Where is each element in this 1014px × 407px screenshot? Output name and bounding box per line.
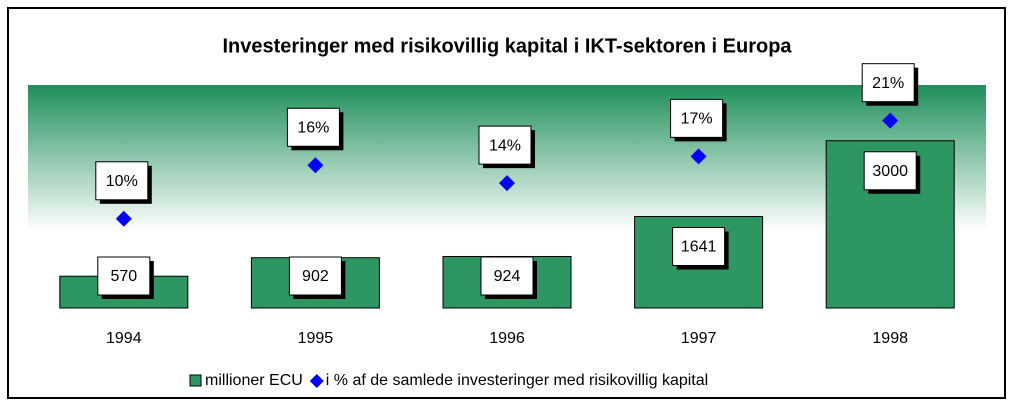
x-tick-label: 1997 — [681, 330, 717, 347]
data-label: 16% — [297, 119, 329, 136]
data-label: 14% — [489, 137, 521, 154]
label-box — [670, 98, 724, 138]
data-label: 1641 — [681, 239, 717, 256]
data-label: 924 — [494, 268, 521, 285]
label-box — [863, 151, 917, 191]
data-label: 902 — [302, 268, 329, 285]
x-tick-label: 1998 — [872, 330, 908, 347]
legend-swatch — [309, 374, 324, 388]
legend-label: millioner ECU — [205, 372, 303, 389]
marker — [307, 157, 324, 174]
label-box — [95, 161, 149, 201]
label-box — [288, 256, 342, 296]
x-tick-label: 1994 — [106, 330, 142, 347]
data-label: 17% — [681, 111, 713, 128]
label-box — [672, 227, 726, 267]
legend-swatch — [189, 374, 202, 387]
chart-title: Investeringer med risikovillig kapital i… — [222, 35, 792, 57]
data-label: 21% — [872, 75, 904, 92]
marker — [499, 175, 515, 192]
label-box — [478, 125, 532, 165]
marker — [690, 148, 707, 165]
data-label: 570 — [110, 268, 137, 285]
label-box — [286, 107, 340, 147]
label-box — [861, 63, 915, 103]
marker — [115, 210, 132, 227]
data-label: 10% — [106, 173, 138, 190]
legend-label: i % af de samlede investeringer med risi… — [326, 372, 708, 389]
x-tick-label: 1996 — [489, 330, 525, 347]
label-box — [97, 256, 151, 296]
x-tick-label: 1995 — [298, 330, 334, 347]
marker — [882, 112, 899, 129]
data-label: 3000 — [872, 163, 908, 180]
label-box — [480, 256, 534, 296]
